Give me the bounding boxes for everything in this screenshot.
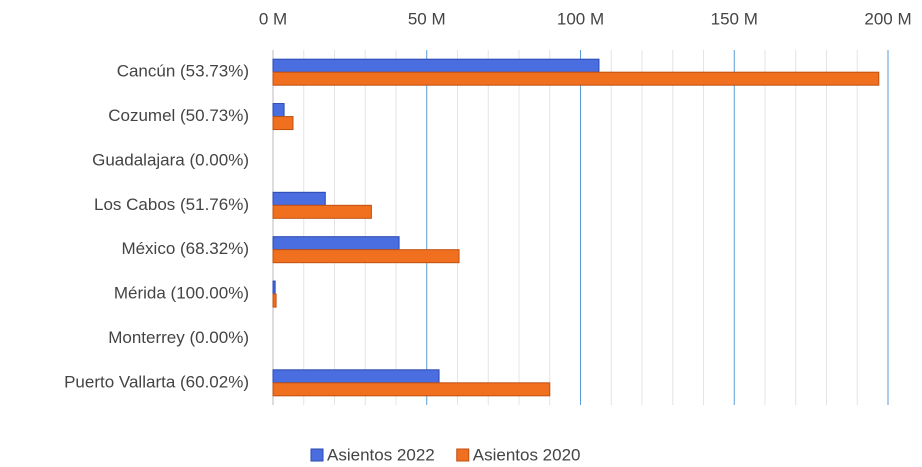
x-tick-label: 50 M — [408, 9, 446, 28]
bar — [272, 191, 326, 206]
bar — [272, 71, 880, 86]
x-tick-label: 200 M — [864, 9, 911, 28]
y-tick-label: Cancún (53.73%) — [117, 62, 249, 81]
x-tick-label: 0 M — [259, 9, 287, 28]
y-tick-label: Los Cabos (51.76%) — [94, 195, 249, 214]
y-tick-label: Mérida (100.00%) — [114, 284, 249, 303]
bar — [272, 236, 400, 251]
legend-label: Asientos 2022 — [327, 445, 435, 464]
bar — [272, 58, 600, 73]
x-tick-label: 150 M — [711, 9, 758, 28]
y-tick-label: Cozumel (50.73%) — [108, 106, 249, 125]
legend-swatch — [456, 448, 470, 462]
bar — [272, 103, 285, 118]
bar — [272, 116, 294, 131]
y-tick-label: México (68.32%) — [121, 239, 249, 258]
y-tick-label: Puerto Vallarta (60.02%) — [64, 372, 249, 391]
y-tick-label: Monterrey (0.00%) — [108, 328, 249, 347]
bar — [272, 293, 277, 308]
bar — [272, 204, 372, 219]
y-tick-label: Guadalajara (0.00%) — [92, 150, 249, 169]
bar — [272, 249, 460, 264]
legend-swatch — [310, 448, 324, 462]
bar — [272, 280, 276, 295]
bar — [272, 369, 440, 384]
x-tick-label: 100 M — [557, 9, 604, 28]
bar — [272, 382, 551, 397]
legend-label: Asientos 2020 — [473, 445, 581, 464]
